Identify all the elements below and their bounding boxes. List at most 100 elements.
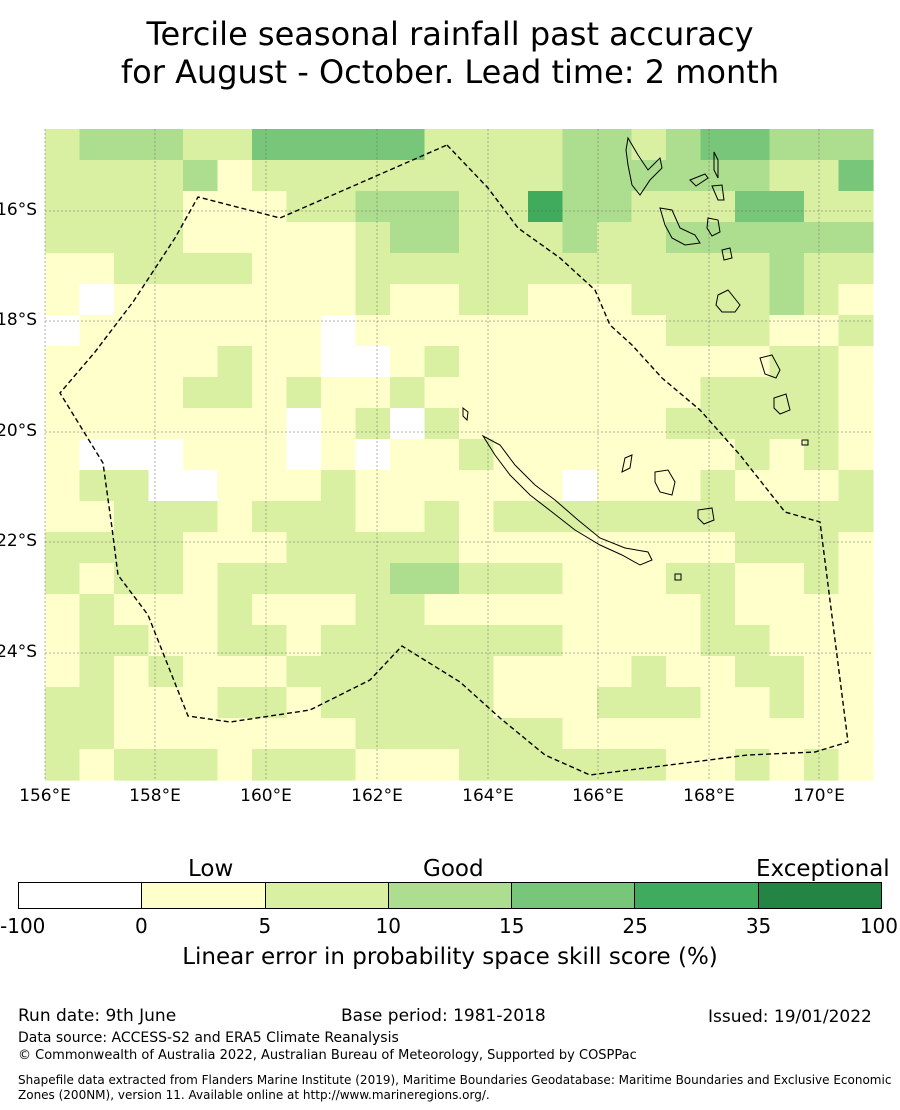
skill-cell — [79, 749, 115, 781]
skill-cell — [286, 563, 322, 595]
skill-cell — [183, 129, 219, 161]
longitude-label: 166°E — [572, 786, 624, 806]
skill-cell — [114, 377, 150, 409]
skill-cell — [838, 439, 874, 471]
skill-cell — [321, 439, 357, 471]
skill-cell — [217, 687, 253, 719]
skill-cell — [321, 594, 357, 626]
skill-cell — [666, 501, 702, 533]
longitude-label: 156°E — [19, 786, 71, 806]
skill-cell — [769, 253, 805, 285]
skill-cell — [631, 532, 667, 564]
skill-cell — [838, 594, 874, 626]
skill-cell — [114, 253, 150, 285]
skill-cell — [390, 284, 426, 316]
skill-cell — [355, 377, 391, 409]
skill-cell — [631, 377, 667, 409]
skill-cell — [838, 563, 874, 595]
skill-cell — [286, 315, 322, 347]
skill-cell — [562, 253, 598, 285]
skill-cell — [252, 594, 288, 626]
run-date: Run date: 9th June — [18, 1006, 177, 1026]
skill-cell — [79, 222, 115, 254]
skill-cell — [424, 377, 460, 409]
skill-cell — [459, 377, 495, 409]
skill-cell — [838, 222, 874, 254]
skill-cell — [148, 315, 184, 347]
skill-cell — [700, 470, 736, 502]
skill-cell — [804, 687, 840, 719]
skill-cell — [804, 501, 840, 533]
skill-cell — [114, 129, 150, 161]
skill-cell — [631, 160, 667, 192]
colorbar-tick-label: 100 — [859, 914, 898, 938]
colorbar-segment — [512, 883, 636, 908]
skill-cell — [321, 625, 357, 657]
skill-cell — [735, 191, 771, 223]
skill-cell — [597, 470, 633, 502]
skill-cell — [321, 377, 357, 409]
skill-cell — [700, 315, 736, 347]
skill-cell — [424, 284, 460, 316]
skill-cell — [424, 191, 460, 223]
skill-cell — [631, 191, 667, 223]
skill-cell — [390, 377, 426, 409]
skill-cell — [148, 284, 184, 316]
skill-cell — [804, 594, 840, 626]
skill-cell — [390, 718, 426, 750]
skill-cell — [114, 718, 150, 750]
skill-cell — [459, 439, 495, 471]
skill-cell — [355, 222, 391, 254]
skill-cell — [804, 749, 840, 781]
skill-cell — [700, 408, 736, 440]
skill-cell — [45, 718, 81, 750]
skill-cell — [666, 346, 702, 378]
skill-cell — [355, 470, 391, 502]
skill-cell — [148, 346, 184, 378]
skill-cell — [148, 501, 184, 533]
skill-cell — [424, 501, 460, 533]
skill-cell — [804, 284, 840, 316]
skill-cell — [700, 439, 736, 471]
longitude-label: 160°E — [240, 786, 292, 806]
skill-cell — [217, 284, 253, 316]
skill-cell — [114, 346, 150, 378]
skill-cell — [45, 377, 81, 409]
skill-cell — [252, 377, 288, 409]
skill-cell — [114, 408, 150, 440]
skill-cell — [528, 687, 564, 719]
skill-cell — [666, 563, 702, 595]
skill-cell — [769, 191, 805, 223]
skill-cell — [459, 563, 495, 595]
skill-cell — [286, 625, 322, 657]
skill-cell — [735, 439, 771, 471]
skill-cell — [424, 656, 460, 688]
skill-cell — [493, 470, 529, 502]
skill-cell — [286, 408, 322, 440]
skill-cell — [148, 687, 184, 719]
skill-cell — [148, 563, 184, 595]
skill-cell — [79, 160, 115, 192]
skill-cell — [838, 191, 874, 223]
skill-cell — [79, 718, 115, 750]
skill-cell — [631, 625, 667, 657]
skill-cell — [183, 284, 219, 316]
skill-cell — [528, 501, 564, 533]
skill-cell — [562, 346, 598, 378]
skill-cell — [631, 315, 667, 347]
skill-cell — [355, 594, 391, 626]
skill-cell — [769, 532, 805, 564]
skill-cell — [390, 563, 426, 595]
skill-cell — [838, 160, 874, 192]
skill-cell — [597, 222, 633, 254]
skill-cell — [459, 129, 495, 161]
skill-cell — [735, 532, 771, 564]
skill-cell — [493, 191, 529, 223]
skill-cell — [183, 191, 219, 223]
skill-cell — [528, 749, 564, 781]
skill-cell — [252, 408, 288, 440]
skill-cell — [735, 625, 771, 657]
skill-cell — [424, 718, 460, 750]
skill-cell — [148, 749, 184, 781]
skill-cell — [217, 346, 253, 378]
